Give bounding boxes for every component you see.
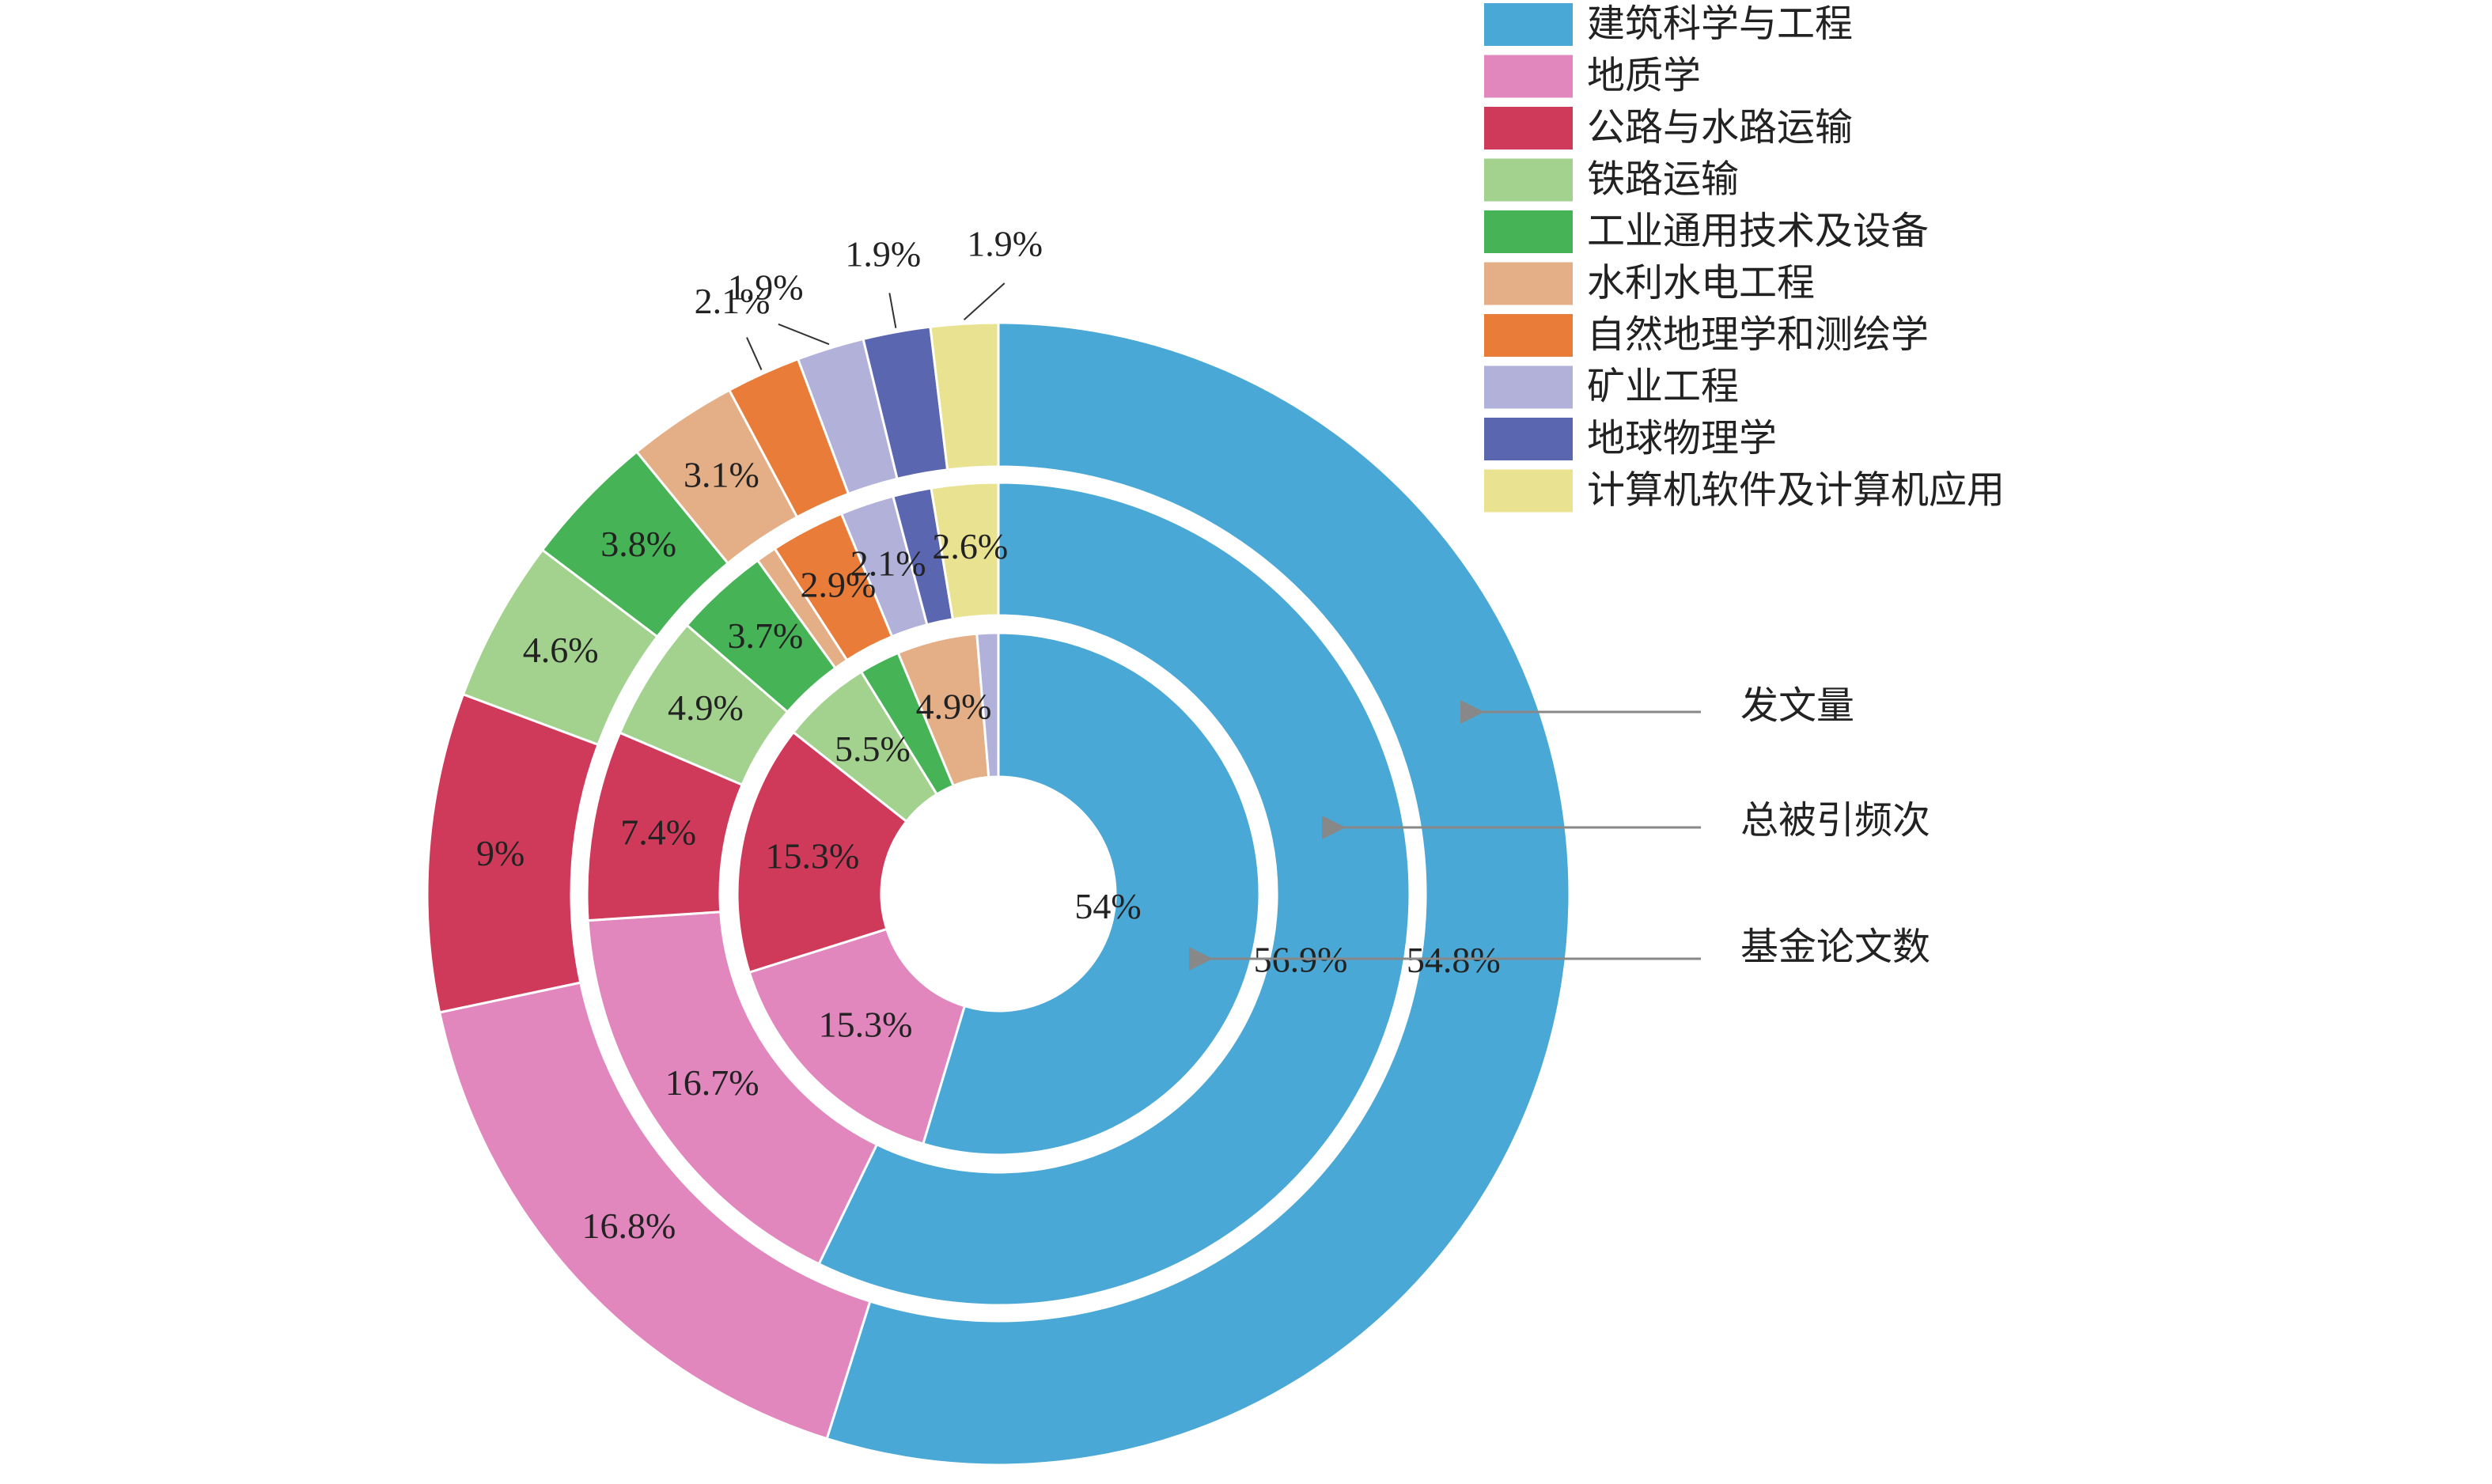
slice-inner-0 xyxy=(921,631,1261,1157)
slice-label-inner-5: 4.9% xyxy=(916,686,992,726)
slice-label-middle-3: 4.9% xyxy=(668,687,744,728)
slice-label-outer-7: 1.9% xyxy=(728,267,804,307)
slice-label-middle-1: 16.7% xyxy=(665,1062,759,1103)
leader-line-7 xyxy=(778,323,830,346)
legend-swatch-6 xyxy=(1484,314,1573,357)
legend-label-4: 工业通用技术及设备 xyxy=(1587,209,1929,253)
legend-swatch-3 xyxy=(1484,158,1573,202)
slice-outer-9 xyxy=(929,321,1000,471)
slice-label-outer-5: 3.1% xyxy=(684,455,759,495)
legend-label-8: 地球物理学 xyxy=(1587,416,1777,460)
slice-label-middle-4: 3.7% xyxy=(727,615,803,656)
slice-inner-1 xyxy=(748,927,967,1145)
legend-swatch-2 xyxy=(1484,107,1573,150)
slice-label-outer-9: 1.9% xyxy=(967,224,1043,264)
legend-swatch-0 xyxy=(1484,3,1573,46)
ring-callout-label-inner: 基金论文数 xyxy=(1740,925,1930,969)
slice-label-outer-4: 3.8% xyxy=(600,524,676,564)
slice-label-inner-2: 15.3% xyxy=(766,835,860,876)
slice-middle-9 xyxy=(930,481,1000,621)
legend-label-2: 公路与水路运输 xyxy=(1587,105,1853,150)
legend-label-3: 铁路运输 xyxy=(1587,157,1739,202)
legend-label-0: 建筑科学与工程 xyxy=(1587,2,1853,46)
leader-line-9 xyxy=(963,282,1006,321)
slice-label-middle-9: 2.6% xyxy=(932,526,1008,566)
slice-label-middle-7: 2.1% xyxy=(850,543,926,583)
slice-label-middle-6: 2.9% xyxy=(801,564,877,604)
legend-label-5: 水利水电工程 xyxy=(1587,261,1815,305)
ring-callout-label-outer: 发文量 xyxy=(1740,683,1854,728)
slice-label-outer-6: 2.1% xyxy=(695,281,771,321)
slice-label-outer-2: 9% xyxy=(476,833,525,873)
slice-label-inner-0: 54% xyxy=(1074,886,1141,926)
slice-label-inner-1: 15.3% xyxy=(819,1005,913,1045)
legend-swatch-4 xyxy=(1484,210,1573,253)
legend-swatch-1 xyxy=(1484,55,1573,98)
rings-group xyxy=(426,321,1571,1467)
slice-middle-1 xyxy=(586,910,879,1266)
legend-label-9: 计算机软件及计算机应用 xyxy=(1587,468,2005,513)
legend-swatch-9 xyxy=(1484,469,1573,513)
slice-label-outer-3: 4.6% xyxy=(523,630,599,670)
leader-line-8 xyxy=(888,293,897,328)
legend-label-1: 地质学 xyxy=(1587,54,1701,98)
slice-label-middle-2: 7.4% xyxy=(620,812,696,852)
ring-callout-label-middle: 总被引频次 xyxy=(1740,798,1930,842)
legend-label-6: 自然地理学和测绘学 xyxy=(1587,312,1929,357)
legend-swatch-7 xyxy=(1484,365,1573,409)
slice-middle-0 xyxy=(817,481,1411,1307)
legend-swatch-8 xyxy=(1484,418,1573,460)
slice-label-inner-3: 5.5% xyxy=(835,729,911,769)
slice-label-outer-1: 16.8% xyxy=(582,1206,676,1246)
legend-label-7: 矿业工程 xyxy=(1587,365,1739,409)
legend: 建筑科学与工程地质学公路与水路运输铁路运输工业通用技术及设备水利水电工程自然地理… xyxy=(1484,2,2005,513)
slice-outer-1 xyxy=(437,981,872,1440)
slice-label-outer-8: 1.9% xyxy=(845,234,921,274)
slice-outer-0 xyxy=(825,321,1571,1467)
legend-swatch-5 xyxy=(1484,262,1573,305)
slice-inner-7 xyxy=(975,631,1000,779)
leader-line-6 xyxy=(746,337,763,370)
slice-inner-2 xyxy=(736,730,908,975)
